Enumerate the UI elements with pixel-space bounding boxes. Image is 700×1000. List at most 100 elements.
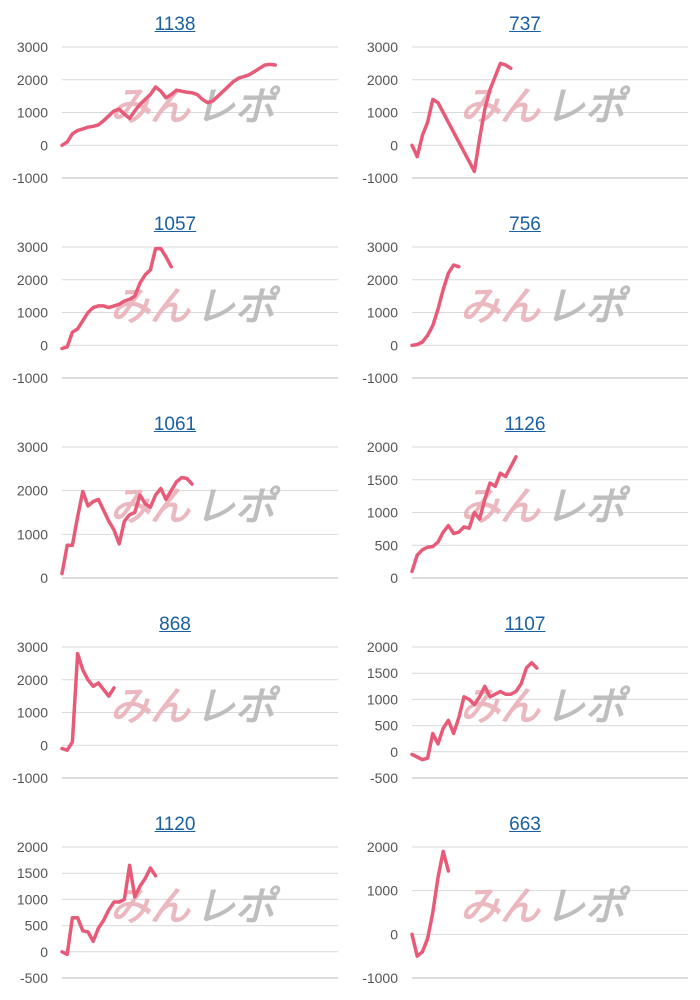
y-tick-label: 2000 <box>17 483 48 499</box>
line-chart: -1000 0 1000 2000 みん レポ <box>362 839 688 986</box>
y-tick-label: 1000 <box>17 105 48 121</box>
line-chart: 0 1000 2000 3000 みん レポ <box>17 439 338 586</box>
watermark-pink-text: みん <box>460 284 542 330</box>
chart-panel: 1120 -500 0 500 1000 1500 2000 みん レポ <box>0 800 350 1000</box>
chart-title-link[interactable]: 1120 <box>154 814 196 835</box>
y-tick-label: 2000 <box>17 72 48 88</box>
watermark-logo: みん レポ <box>460 84 631 130</box>
chart-title-link[interactable]: 1057 <box>153 214 197 235</box>
watermark-gray-text: レポ <box>545 484 631 530</box>
y-tick-label: 1000 <box>17 526 48 542</box>
y-tick-label: 2000 <box>367 439 398 455</box>
watermark-logo: みん レポ <box>460 284 631 330</box>
chart-title-link[interactable]: 1126 <box>504 414 546 435</box>
chart-title-link[interactable]: 1138 <box>154 14 196 35</box>
y-tick-label: 1500 <box>367 472 398 488</box>
y-tick-label: 1500 <box>367 665 398 681</box>
y-tick-label: 1000 <box>367 883 398 899</box>
chart-panel: 1138 -1000 0 1000 2000 3000 みん レポ <box>0 0 350 200</box>
y-tick-label: 3000 <box>17 239 48 255</box>
y-tick-label: 1000 <box>367 505 398 521</box>
chart-title-link[interactable]: 756 <box>509 214 541 235</box>
watermark-logo: みん レポ <box>110 684 281 730</box>
y-tick-label: 0 <box>40 137 48 153</box>
y-tick-label: 2000 <box>17 672 48 688</box>
watermark-pink-text: みん <box>460 884 542 930</box>
y-tick-label: 0 <box>40 944 48 960</box>
y-tick-label: 1000 <box>17 705 48 721</box>
y-tick-label: 2000 <box>367 272 398 288</box>
data-series-line <box>60 246 173 351</box>
y-tick-label: -1000 <box>12 770 48 786</box>
y-tick-label: 500 <box>375 718 399 734</box>
watermark-gray-text: レポ <box>195 84 281 130</box>
data-series-line <box>60 62 277 148</box>
data-series-line <box>410 455 518 574</box>
chart-title-link[interactable]: 737 <box>509 14 541 35</box>
watermark-gray-text: レポ <box>195 884 281 930</box>
chart-panel: 756 -1000 0 1000 2000 3000 みん レポ <box>350 200 700 400</box>
y-tick-label: 3000 <box>367 239 398 255</box>
y-tick-label: 500 <box>25 918 49 934</box>
chart-panel: 663 -1000 0 1000 2000 みん レポ <box>350 800 700 1000</box>
y-tick-label: 1000 <box>367 105 398 121</box>
watermark-pink-text: みん <box>460 484 542 530</box>
chart-title-link[interactable]: 663 <box>509 814 541 835</box>
y-tick-label: -500 <box>20 970 48 986</box>
data-series-line <box>410 849 451 958</box>
y-tick-label: 0 <box>390 137 398 153</box>
chart-title-link[interactable]: 1061 <box>153 414 197 435</box>
data-series-line <box>60 475 194 576</box>
y-tick-label: 0 <box>390 926 398 942</box>
line-chart: -1000 0 1000 2000 3000 みん レポ <box>362 239 688 386</box>
watermark-gray-text: レポ <box>195 484 281 530</box>
watermark-logo: みん レポ <box>110 484 281 530</box>
y-tick-label: 0 <box>40 337 48 353</box>
y-tick-label: 0 <box>390 337 398 353</box>
y-tick-label: -1000 <box>362 170 398 186</box>
watermark-gray-text: レポ <box>545 284 631 330</box>
y-tick-label: -1000 <box>362 970 398 986</box>
y-tick-label: 0 <box>40 570 48 586</box>
y-tick-label: 2000 <box>17 272 48 288</box>
line-chart: 0 500 1000 1500 2000 みん レポ <box>367 439 688 586</box>
watermark-pink-text: みん <box>110 684 192 730</box>
data-series-line <box>410 660 539 762</box>
watermark-logo: みん レポ <box>460 484 631 530</box>
watermark-logo: みん レポ <box>460 884 631 930</box>
watermark-gray-text: レポ <box>545 84 631 130</box>
data-series-line <box>60 863 158 957</box>
watermark-logo: みん レポ <box>110 284 281 330</box>
chart-title-link[interactable]: 1107 <box>504 614 546 635</box>
chart-title-link[interactable]: 868 <box>159 614 191 635</box>
watermark-gray-text: レポ <box>545 684 631 730</box>
y-tick-label: 3000 <box>17 39 48 55</box>
chart-panel: 1061 0 1000 2000 3000 みん レポ <box>0 400 350 600</box>
y-tick-label: 1000 <box>367 305 398 321</box>
watermark-pink-text: みん <box>460 84 542 130</box>
y-tick-label: -1000 <box>362 370 398 386</box>
data-series-line <box>410 263 461 348</box>
chart-panel: 868 -1000 0 1000 2000 3000 みん レポ <box>0 600 350 800</box>
y-tick-label: 500 <box>375 537 399 553</box>
chart-panel: 737 -1000 0 1000 2000 3000 みん レポ <box>350 0 700 200</box>
chart-panel: 1126 0 500 1000 1500 2000 みん レポ <box>350 400 700 600</box>
watermark-logo: みん レポ <box>110 884 281 930</box>
watermark-pink-text: みん <box>110 284 192 330</box>
y-tick-label: 2000 <box>367 839 398 855</box>
chart-panel: 1057 -1000 0 1000 2000 3000 みん レポ <box>0 200 350 400</box>
y-tick-label: 0 <box>390 744 398 760</box>
y-tick-label: 1000 <box>367 691 398 707</box>
watermark-gray-text: レポ <box>195 284 281 330</box>
y-tick-label: 1500 <box>17 865 48 881</box>
data-series-line <box>410 61 513 174</box>
y-tick-label: 0 <box>40 737 48 753</box>
y-tick-label: 2000 <box>17 839 48 855</box>
watermark-pink-text: みん <box>110 884 192 930</box>
